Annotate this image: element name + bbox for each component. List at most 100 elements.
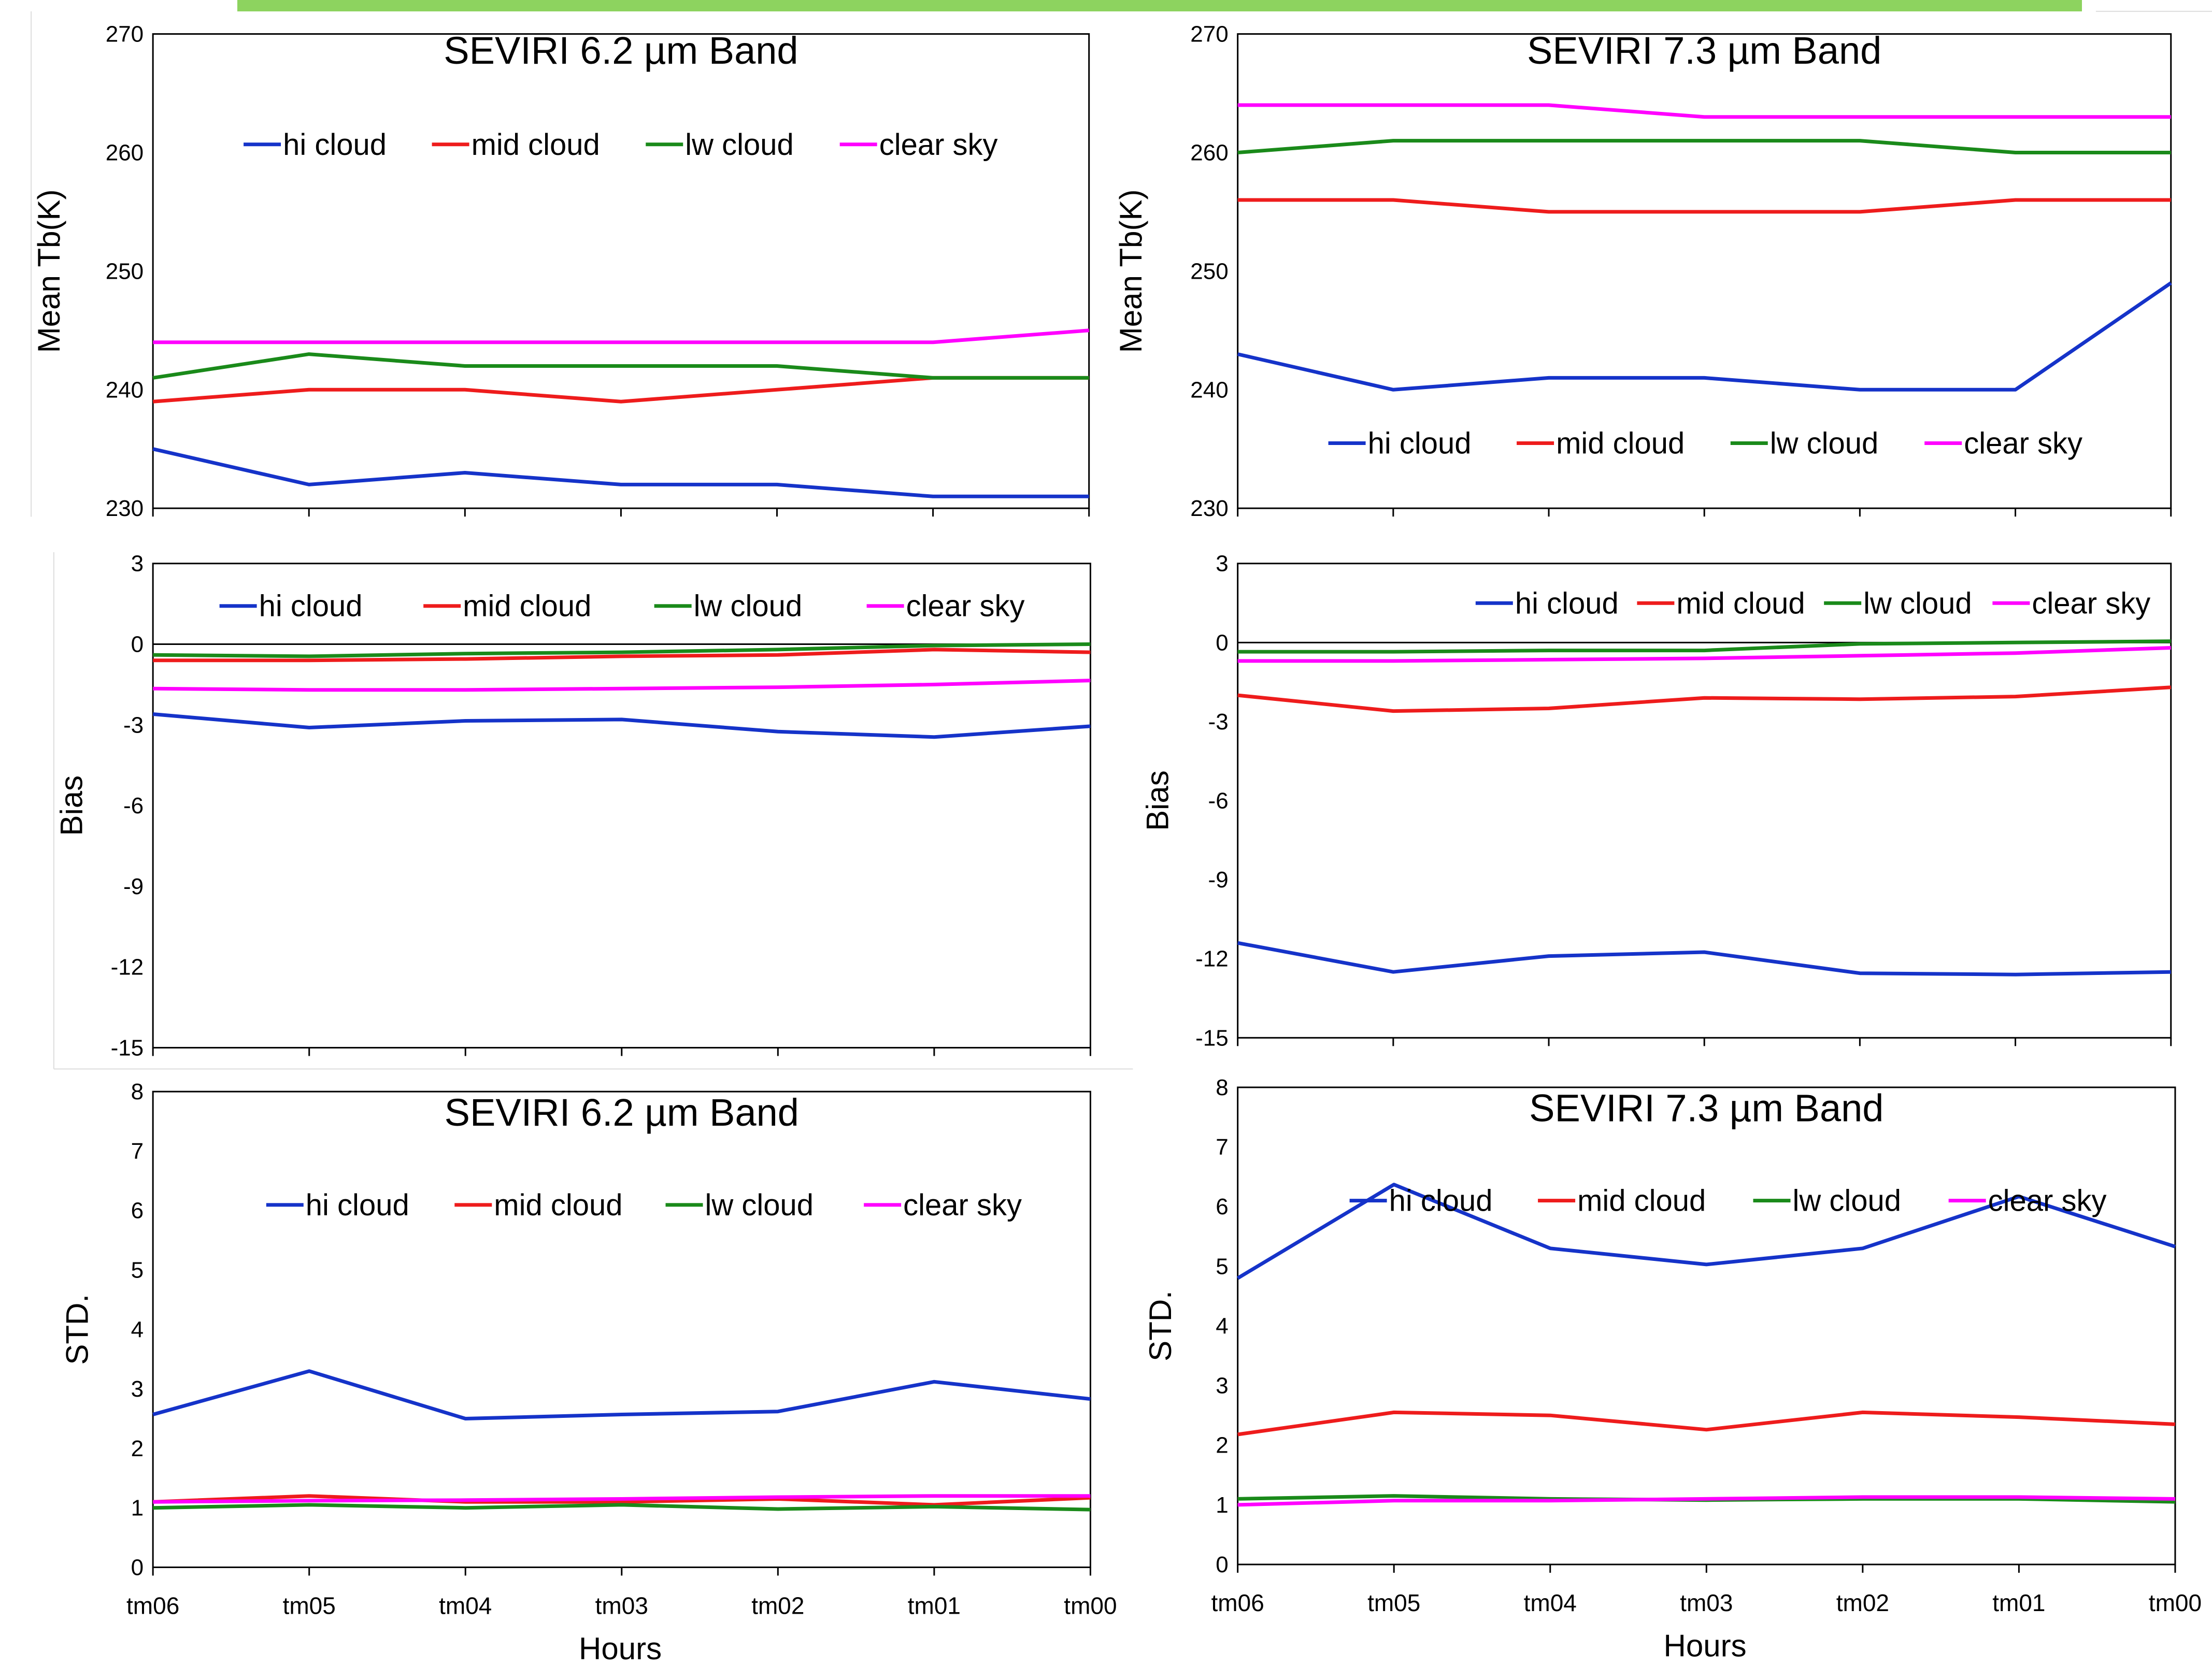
legend-label-lw: lw cloud: [1863, 586, 1972, 620]
chart-title: SEVIRI 6.2 µm Band: [445, 1091, 799, 1134]
series-line-mid: [153, 648, 1091, 663]
y-tick-label: 270: [1190, 22, 1228, 47]
y-tick-label: 230: [106, 496, 144, 521]
y-tick-label: 0: [1216, 630, 1228, 655]
y-tick-label: 0: [131, 1555, 144, 1580]
legend: hi cloud mid cloud lw cloud clear sky: [244, 128, 998, 162]
legend-label-hi: hi cloud: [306, 1188, 409, 1222]
legend-label-hi: hi cloud: [1389, 1184, 1493, 1218]
legend-label-lw: lw cloud: [1770, 426, 1879, 460]
series-line-hi: [152, 1369, 1091, 1420]
legend-label-hi: hi cloud: [283, 128, 387, 162]
series-line-clear: [1237, 103, 2171, 119]
title-banner: [237, 0, 2082, 11]
legend-label-clear: clear sky: [1988, 1184, 2107, 1218]
y-axis-label: Mean Tb(K): [1114, 190, 1148, 353]
y-tick-label: 4: [131, 1317, 144, 1342]
x-tick-label: tm02: [751, 1592, 804, 1619]
y-tick-label: 230: [1190, 496, 1228, 521]
y-tick-label: -6: [1208, 788, 1229, 814]
y-tick-label: 260: [106, 140, 144, 165]
legend: hi cloud mid cloud lw cloud clear sky: [219, 590, 1025, 623]
y-tick-label: -9: [1208, 867, 1229, 893]
y-tick-label: 240: [1190, 377, 1228, 403]
legend-label-mid: mid cloud: [463, 590, 591, 623]
y-tick-label: 6: [1216, 1194, 1228, 1219]
x-tick-label: tm00: [1064, 1592, 1117, 1619]
legend-label-lw: lw cloud: [1792, 1184, 1901, 1218]
x-tick-label: tm04: [439, 1592, 492, 1619]
chart-4: -15 -12 -9 -6 -3 0 3 Bias hi cloud mid cloud lw cl…: [1140, 551, 2172, 1051]
y-tick-label: -9: [123, 874, 144, 899]
legend-label-clear: clear sky: [2032, 586, 2150, 620]
y-tick-label: 3: [1216, 551, 1228, 577]
legend: hi cloud mid cloud lw cloud clear sky: [1349, 1184, 2107, 1218]
y-tick-label: 3: [131, 1376, 144, 1402]
legend-label-clear: clear sky: [1964, 426, 2082, 460]
chart-1: 230 240 250 260 270 SEVIRI 6.2 µm Band Mean Tb…: [32, 22, 1090, 521]
y-axis-label: Mean Tb(K): [32, 190, 66, 353]
series-line-hi: [152, 712, 1091, 739]
legend-label-lw: lw cloud: [705, 1188, 814, 1222]
x-axis-label: Hours: [579, 1631, 662, 1666]
y-tick-label: 1: [1216, 1492, 1228, 1518]
series-line-clear: [1237, 646, 2171, 663]
x-tick-label: tm03: [1680, 1589, 1733, 1616]
legend-label-hi: hi cloud: [1515, 586, 1619, 620]
series-line-mid: [1237, 1410, 2176, 1437]
x-tick-label: tm05: [283, 1592, 336, 1619]
chart-title: SEVIRI 7.3 µm Band: [1529, 1087, 1883, 1130]
series-line-lw: [153, 1503, 1091, 1512]
y-tick-label: -6: [123, 793, 144, 818]
y-tick-label: 0: [131, 632, 144, 657]
y-tick-label: 7: [1216, 1134, 1228, 1160]
y-tick-label: 7: [131, 1139, 144, 1164]
x-tick-label: tm00: [2149, 1589, 2202, 1616]
y-tick-label: 260: [1190, 140, 1228, 165]
x-tick-label: tm01: [908, 1592, 961, 1619]
chart-2: 230 240 250 260 270 SEVIRI 7.3 µm Band Mean Tb…: [1114, 22, 2172, 521]
x-tick-label: tm06: [126, 1592, 179, 1619]
series-line-mid: [1237, 685, 2171, 713]
y-tick-label: -12: [1195, 946, 1229, 972]
series-line-clear: [153, 1494, 1091, 1504]
legend-label-mid: mid cloud: [494, 1188, 622, 1222]
legend-label-clear: clear sky: [906, 590, 1025, 623]
legend-label-hi: hi cloud: [259, 590, 363, 623]
y-tick-label: 4: [1216, 1313, 1228, 1339]
y-axis-label: STD.: [1143, 1290, 1178, 1361]
plot-frame: [1237, 563, 2172, 1039]
legend-label-lw: lw cloud: [685, 128, 794, 162]
y-axis-label: STD.: [60, 1294, 94, 1365]
y-tick-label: 3: [131, 551, 144, 577]
y-axis-label: Bias: [1140, 770, 1175, 831]
y-tick-label: 8: [1216, 1075, 1228, 1100]
y-tick-label: 250: [106, 258, 144, 284]
y-tick-label: 0: [1216, 1552, 1228, 1577]
legend-label-lw: lw cloud: [694, 590, 803, 623]
plot-frame: [152, 563, 1091, 1049]
x-axis-label: Hours: [1664, 1629, 1747, 1663]
series-line-clear: [1237, 1495, 2175, 1507]
y-tick-label: -15: [111, 1035, 144, 1060]
legend: hi cloud mid cloud lw cloud clear sky: [266, 1188, 1022, 1222]
legend-label-mid: mid cloud: [1676, 586, 1805, 620]
y-tick-label: 8: [131, 1079, 144, 1104]
x-tick-label: tm03: [595, 1592, 648, 1619]
series-line-hi: [1237, 281, 2172, 392]
y-axis-label: Bias: [54, 775, 89, 836]
legend-label-mid: mid cloud: [472, 128, 600, 162]
series-line-hi: [1236, 1183, 2176, 1280]
series-line-hi: [1237, 941, 2171, 976]
y-tick-label: -3: [1208, 709, 1229, 735]
plot-frame: [152, 33, 1090, 509]
y-tick-label: 2: [131, 1436, 144, 1461]
series-line-lw: [1237, 139, 2171, 154]
series-line-clear: [153, 328, 1089, 344]
plot-frame: [1237, 1086, 2176, 1566]
x-tick-label: tm02: [1836, 1589, 1889, 1616]
legend: hi cloud mid cloud lw cloud clear sky: [1328, 426, 2082, 460]
legend-label-mid: mid cloud: [1577, 1184, 1706, 1218]
chart-6: 0 1 2 3 4 5 6 7 8 tm06 tm05 tm04 tm03 tm02 tm01 tm00 SEV…: [1143, 1075, 2202, 1663]
